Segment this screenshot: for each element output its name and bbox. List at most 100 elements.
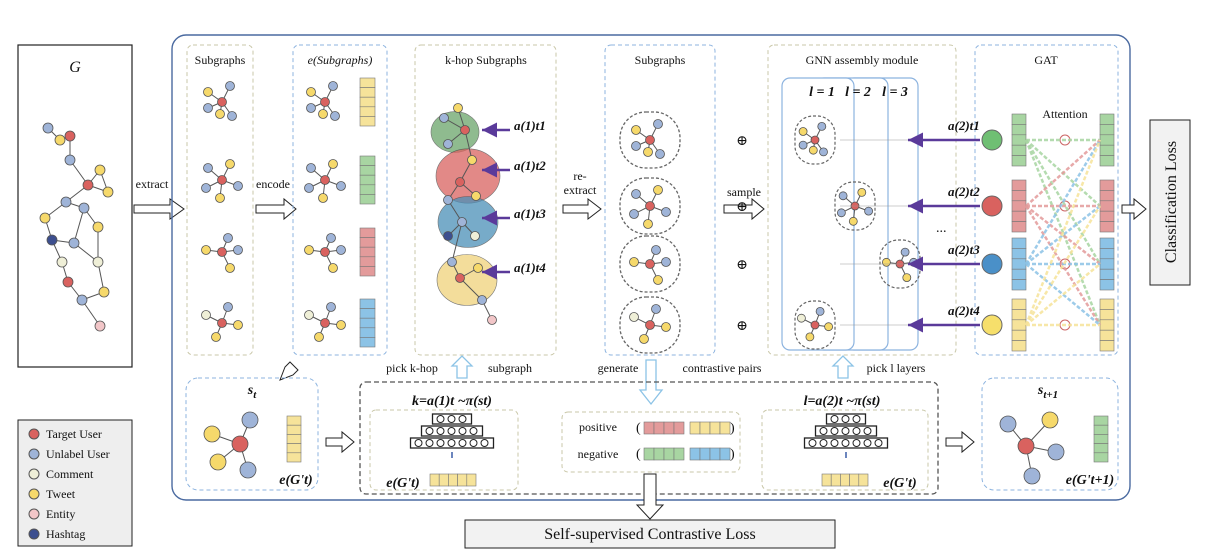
khop-panel (414, 44, 557, 356)
network-neuron (469, 439, 478, 447)
sampled-capsule (794, 300, 836, 350)
attention-edge (1025, 263, 1101, 326)
graph-node (1041, 411, 1059, 429)
graph-node (651, 245, 661, 255)
subgraph-label: subgraph (488, 361, 532, 375)
network-neuron (425, 439, 434, 447)
vector-cell (1099, 155, 1115, 167)
graph-node (443, 139, 453, 149)
vector-cell (438, 473, 449, 487)
close-paren: ) (730, 421, 735, 436)
vector-cell (1099, 210, 1115, 222)
graph-node (78, 202, 90, 214)
open-paren: ( (636, 421, 641, 436)
graph-node (203, 425, 221, 443)
l-formula: l=a(2)t ~π(st) (804, 394, 881, 409)
graph-node (320, 175, 330, 185)
graph-node (336, 181, 346, 191)
graph-node (798, 140, 808, 150)
graph-node (631, 189, 641, 199)
attention-edge (1024, 139, 1102, 265)
network-neuron (808, 439, 817, 447)
oplus-symbol: ⊕ (736, 134, 748, 149)
vector-cell (709, 421, 721, 435)
encode-arrow (255, 197, 297, 221)
graph-node (900, 247, 910, 257)
network-neuron (425, 427, 434, 435)
vector-cell (1011, 268, 1027, 280)
subgraphs2-panel (604, 44, 716, 356)
graph-node (314, 332, 324, 342)
graph-node (326, 233, 336, 243)
attention-edge (1024, 205, 1102, 326)
graph-node (467, 155, 477, 165)
graph-node (227, 111, 237, 121)
vector-cell (830, 473, 841, 487)
oplus-symbol: ⊕ (736, 258, 748, 273)
graph-node (64, 154, 76, 166)
st-box (185, 377, 319, 491)
attention-edge (1024, 139, 1102, 326)
vector-cell (699, 421, 711, 435)
graph-node (815, 306, 825, 316)
graph-node (477, 295, 487, 305)
graph-node (471, 191, 481, 201)
graph-node (661, 207, 671, 217)
vector-cell (359, 317, 376, 329)
vector-cell (1093, 434, 1109, 444)
vector-cell (643, 447, 655, 461)
graph-node (808, 145, 818, 155)
khop-blob (437, 196, 499, 248)
graph-node (643, 219, 653, 229)
network-neuron (841, 427, 850, 435)
k-policy-panel (369, 409, 519, 491)
to-st1-arrow (945, 430, 975, 454)
network-neuron (819, 439, 828, 447)
graph-node (655, 149, 665, 159)
oplus-symbol: ⊕ (736, 200, 748, 215)
action-label-2: a(1)t2 (514, 158, 546, 173)
graph-node (645, 135, 655, 145)
vector-cell (359, 246, 376, 258)
graph-node (330, 111, 340, 121)
khop-blob (436, 254, 498, 306)
attention-edge (1025, 263, 1101, 326)
l-policy-embedding-label: e(G't) (883, 476, 916, 491)
l-policy-panel (761, 409, 929, 491)
vector-cell (359, 77, 376, 88)
classification-loss-box (1149, 119, 1191, 286)
gat-panel (974, 44, 1119, 356)
vector-cell (359, 327, 376, 338)
close-paren: ) (730, 447, 735, 462)
network-neuron (830, 415, 839, 423)
vector-cell (821, 473, 832, 487)
graph-edge (73, 207, 85, 244)
vector-cell (359, 256, 376, 267)
graph-node (631, 125, 641, 135)
graph-node (320, 318, 330, 328)
graph-node (643, 147, 653, 157)
vector-cell (429, 473, 440, 487)
vector-cell (1099, 258, 1115, 270)
pick-k-label: pick k-hop (386, 361, 438, 375)
vector-cell (643, 421, 655, 435)
legend-swatch (28, 468, 40, 480)
attention-edge (1025, 205, 1101, 265)
vector-cell (359, 266, 376, 277)
vector-cell (1011, 237, 1027, 249)
graph-node (336, 320, 346, 330)
graph-node (62, 276, 74, 288)
graph-node (455, 273, 465, 283)
e-subgraphs-title: e(Subgraphs) (308, 53, 373, 67)
graph-node (798, 127, 808, 136)
graph-node (443, 195, 453, 205)
vector-cell (1099, 190, 1115, 202)
layer-1-label: l = 1 (809, 85, 835, 100)
action-label-4: a(1)t4 (514, 260, 546, 275)
extract-label: extract (136, 177, 169, 191)
vector-cell (1011, 200, 1027, 212)
vector-cell (286, 415, 302, 426)
vector-cell (663, 421, 675, 435)
graph-node (203, 163, 213, 173)
graph-node (455, 177, 465, 187)
